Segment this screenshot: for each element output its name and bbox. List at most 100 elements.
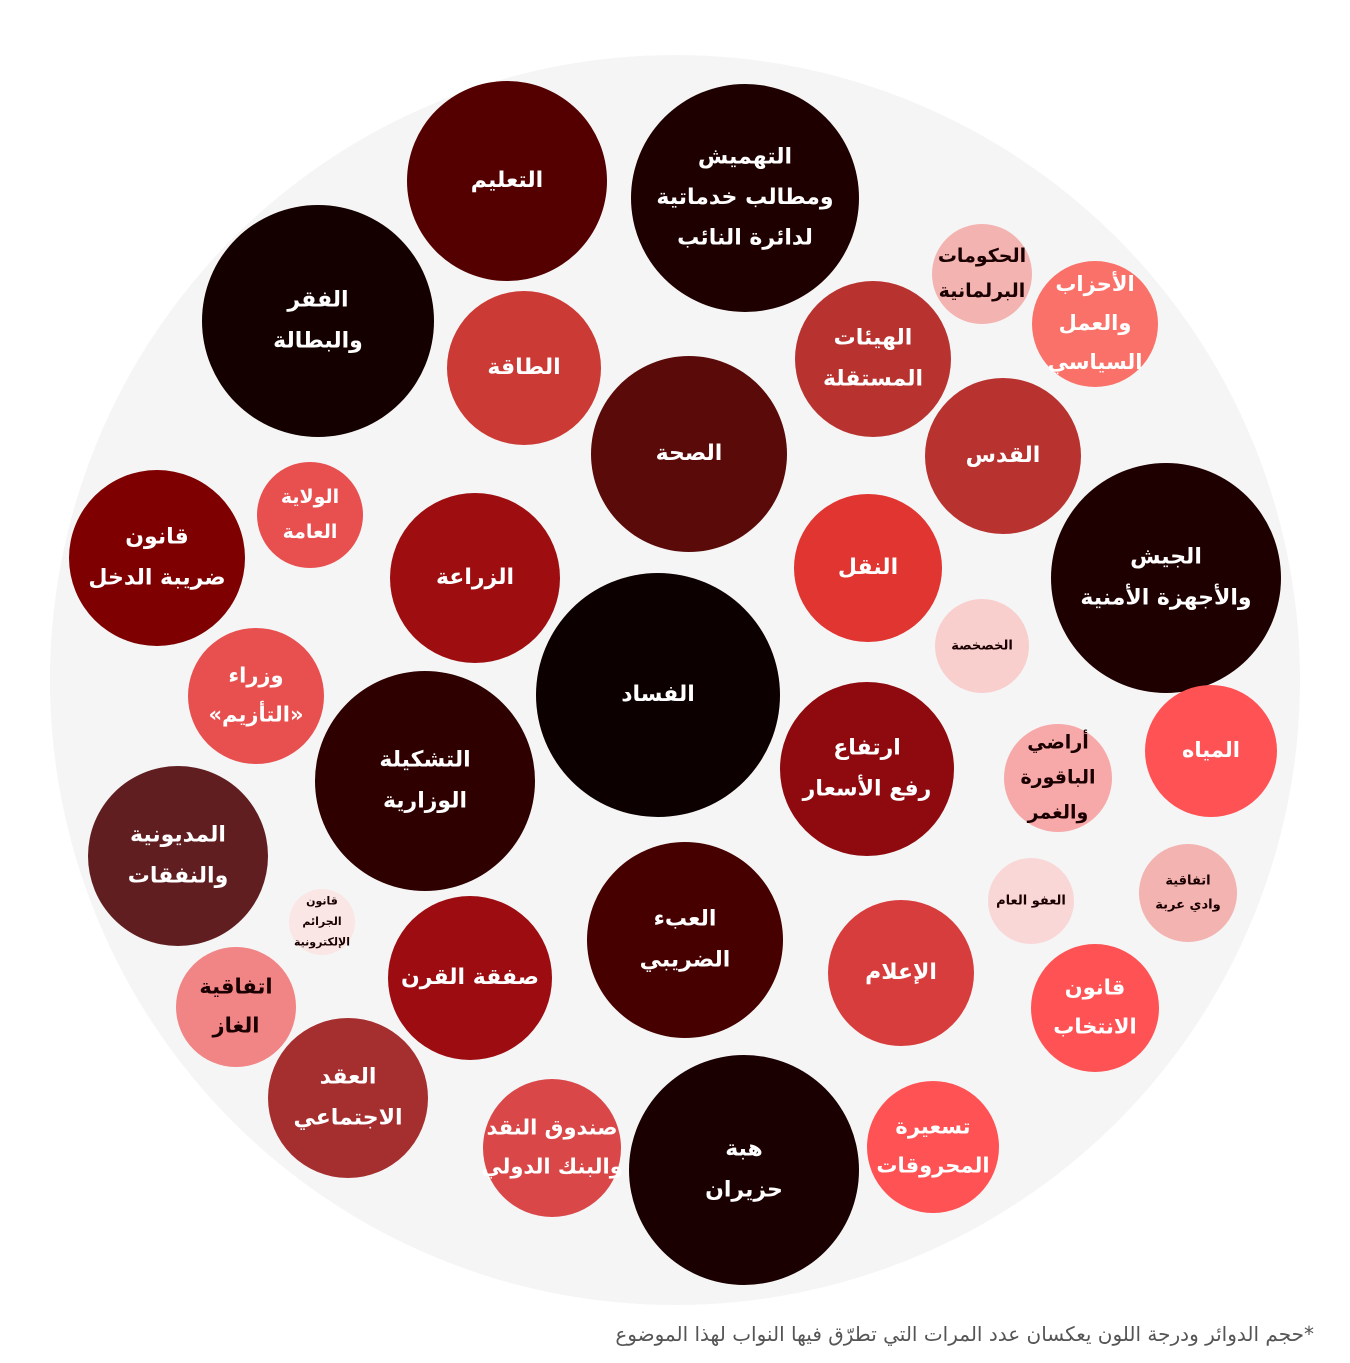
bubble-circle <box>407 81 607 281</box>
bubble-label: والأجهزة الأمنية <box>1080 582 1251 610</box>
bubble-label: الإعلام <box>865 960 937 985</box>
bubble-label: ومطالب خدماتية <box>656 185 833 210</box>
bubble-label: الغاز <box>212 1013 260 1037</box>
bubble-circle <box>1031 944 1159 1072</box>
bubble-label: وزراء <box>228 664 283 688</box>
bubble-circle <box>483 1079 621 1217</box>
bubble-label: المديونية <box>130 823 226 848</box>
bubble-label: لدائرة النائب <box>677 226 813 251</box>
bubble-circle <box>925 378 1081 534</box>
bubble-circle <box>315 671 535 891</box>
bubble-label: تسعيرة <box>895 1115 970 1139</box>
bubble-circle <box>268 1018 428 1178</box>
bubble-label: الجيش <box>1130 545 1202 570</box>
bubble: التعليم <box>407 81 607 281</box>
bubble-label: ارتفاع <box>833 736 901 761</box>
bubble-circle <box>867 1081 999 1213</box>
bubble: المديونية والنفقات <box>88 766 268 946</box>
bubble-circle <box>932 224 1032 324</box>
bubble-circle <box>257 462 363 568</box>
bubble: أراضي الباقورة والغمر <box>1004 724 1112 832</box>
bubble-label: العقد <box>320 1065 377 1090</box>
bubble: العبء الضريبي <box>587 842 783 1038</box>
bubble-label: الطاقة <box>487 355 560 380</box>
bubble: الهيئات المستقلة <box>795 281 951 437</box>
bubble-label: العامة <box>283 521 338 543</box>
bubble-label: أراضي <box>1027 729 1089 753</box>
bubble-label: حزيران <box>705 1177 783 1202</box>
bubble-circle <box>188 628 324 764</box>
bubble: اتفاقية وادي عربة <box>1139 844 1237 942</box>
bubble: الفقر والبطالة <box>202 205 434 437</box>
bubble: قانون ضريبة الدخل <box>69 470 245 646</box>
bubble-label: الولاية <box>281 486 339 508</box>
bubble: صندوق النقد والبنك الدولي <box>481 1079 623 1217</box>
bubble-label: الباقورة <box>1020 767 1095 789</box>
bubble: المياه <box>1145 685 1277 817</box>
bubbles-group: التعليم التهميش ومطالب خدماتية لدائرة النائ… <box>69 81 1281 1285</box>
bubble-label: الفساد <box>621 682 695 707</box>
bubble-circle <box>88 766 268 946</box>
bubble: التشكيلة الوزارية <box>315 671 535 891</box>
bubble-label: قانون <box>125 525 189 550</box>
bubble-label: السياسي <box>1048 350 1143 374</box>
bubble: الولاية العامة <box>257 462 363 568</box>
bubble-label: ضريبة الدخل <box>88 565 225 590</box>
bubble: الفساد <box>536 573 780 817</box>
bubble-label: البرلمانية <box>939 280 1026 302</box>
bubble: الإعلام <box>828 900 974 1046</box>
bubble-circle <box>935 599 1029 693</box>
chart-footnote: *حجم الدوائر ودرجة اللون يعكسان عدد المر… <box>615 1322 1314 1346</box>
bubble-circle <box>828 900 974 1046</box>
bubble: هبة حزيران <box>629 1055 859 1285</box>
bubble-label: المستقلة <box>823 366 923 391</box>
bubble: تسعيرة المحروقات <box>867 1081 999 1213</box>
bubble-label: «التأزيم» <box>208 699 303 726</box>
bubble: النقل <box>794 494 942 642</box>
bubble: العقد الاجتماعي <box>268 1018 428 1178</box>
bubble: الطاقة <box>447 291 601 445</box>
bubble-label: القدس <box>966 443 1041 468</box>
bubble-circle <box>1032 261 1158 387</box>
bubble-circle <box>69 470 245 646</box>
bubble-label: والعمل <box>1059 311 1132 335</box>
bubble-circle <box>587 842 783 1038</box>
bubble: الحكومات البرلمانية <box>932 224 1032 324</box>
bubble-label: هبة <box>725 1137 763 1162</box>
bubble: قانون الانتخاب <box>1031 944 1159 1072</box>
bubble-label: الزراعة <box>436 565 514 590</box>
bubble-label: الوزارية <box>383 788 467 813</box>
bubble-label: التشكيلة <box>379 748 470 773</box>
bubble-label: وادي عربة <box>1155 898 1220 913</box>
bubble-label: العفو العام <box>996 894 1066 909</box>
bubble-circle <box>388 896 552 1060</box>
bubble-label: التعليم <box>471 168 543 193</box>
bubble-circle <box>591 356 787 552</box>
bubble-circle <box>176 947 296 1067</box>
bubble-label: الصحة <box>656 441 723 466</box>
bubble-label: الفقر <box>286 288 348 313</box>
bubble-circle <box>794 494 942 642</box>
bubble: صفقة القرن <box>388 896 552 1060</box>
bubble-circle <box>1145 685 1277 817</box>
bubble-circle <box>780 682 954 856</box>
bubble-label: الاجتماعي <box>293 1105 402 1130</box>
bubble-circle <box>988 858 1074 944</box>
bubble: وزراء «التأزيم» <box>188 628 324 764</box>
bubble-circle <box>289 889 355 955</box>
bubble: التهميش ومطالب خدماتية لدائرة النائب <box>631 84 859 312</box>
bubble: ارتفاع رفع الأسعار <box>780 682 954 856</box>
bubble-label: الجرائم <box>302 915 341 928</box>
bubble-label: الهيئات <box>834 326 913 351</box>
bubble-label: التهميش <box>698 144 792 169</box>
bubble: قانون الجرائم الإلكترونية <box>289 889 355 955</box>
bubble-label: رفع الأسعار <box>802 773 932 801</box>
bubble: الزراعة <box>390 493 560 663</box>
bubble-circle <box>390 493 560 663</box>
bubble-circle <box>631 84 859 312</box>
bubble: الجيش والأجهزة الأمنية <box>1051 463 1281 693</box>
bubble-label: اتفاقية <box>1165 873 1210 888</box>
bubble-circle <box>536 573 780 817</box>
bubble-label: قانون <box>1065 976 1126 1000</box>
